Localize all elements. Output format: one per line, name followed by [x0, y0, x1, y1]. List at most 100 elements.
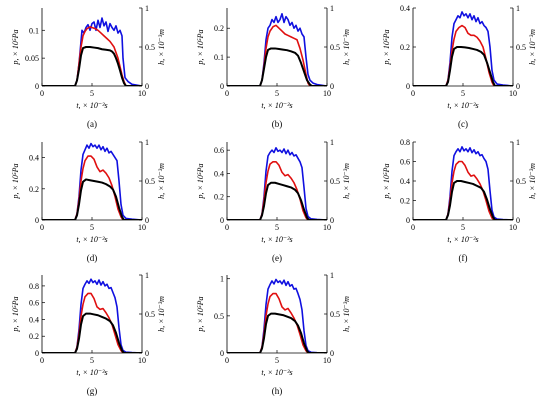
x-tick-label: 5: [275, 223, 279, 232]
y-tick-label: 0: [35, 216, 39, 225]
y2-tick-label: 1: [145, 138, 149, 147]
panel-label: (g): [87, 386, 98, 396]
series-group: [42, 278, 142, 353]
y2-tick-label: 0: [145, 216, 149, 225]
y2-tick-label: 0.5: [516, 177, 526, 186]
series-line-red: [227, 292, 327, 353]
y2-axis-label: h, × 10⁻³m: [157, 296, 166, 332]
series-line-blue: [227, 278, 327, 353]
panel-label: (f): [459, 253, 468, 263]
y-tick-label: 0.1: [29, 26, 39, 35]
y-tick-label: 0.6: [214, 146, 224, 155]
x-tick-label: 0: [411, 223, 415, 232]
x-tick-label: 0: [225, 356, 229, 365]
y2-tick-label: 0: [330, 82, 334, 91]
x-axis-label: t, × 10⁻³s: [447, 235, 478, 244]
y2-tick-label: 0.5: [330, 310, 340, 319]
y-tick-label: 0: [406, 82, 410, 91]
series-line-blue: [42, 142, 142, 220]
y-axis-label: p, × 10⁵Pa: [11, 29, 20, 65]
series-group: [42, 17, 142, 86]
series-line-blue: [227, 12, 327, 86]
y2-tick-label: 0: [330, 216, 334, 225]
y-tick-label: 0.05: [25, 54, 39, 63]
series-group: [227, 278, 327, 353]
series-line-black: [413, 180, 513, 220]
x-tick-label: 0: [40, 356, 44, 365]
series-line-red: [413, 160, 513, 220]
y2-tick-label: 0: [145, 82, 149, 91]
y2-axis-label: h, × 10⁻³m: [157, 163, 166, 199]
y-tick-label: 0.6: [400, 158, 410, 167]
y-tick-label: 0: [35, 349, 39, 358]
x-tick-label: 5: [461, 89, 465, 98]
x-tick-label: 0: [411, 89, 415, 98]
y2-axis-label: h, × 10⁻³m: [342, 29, 351, 65]
y-tick-label: 0: [35, 82, 39, 91]
y2-tick-label: 0.5: [145, 310, 155, 319]
y-axis-label: p, × 10⁵Pa: [11, 163, 20, 199]
x-tick-label: 10: [509, 223, 517, 232]
series-line-black: [42, 46, 142, 86]
y-tick-label: 0: [406, 216, 410, 225]
y2-tick-label: 1: [330, 271, 334, 280]
x-axis-label: t, × 10⁻³s: [447, 101, 478, 110]
y2-axis-label: h, × 10⁻³m: [157, 29, 166, 65]
y2-tick-label: 1: [330, 138, 334, 147]
y-tick-label: 0.2: [29, 185, 39, 194]
series-line-red: [413, 24, 513, 86]
y-tick-label: 0: [220, 349, 224, 358]
y-axis-label: p, × 10⁵Pa: [11, 296, 20, 332]
x-tick-label: 10: [138, 223, 146, 232]
panel-label: (b): [272, 119, 283, 129]
x-tick-label: 5: [275, 356, 279, 365]
series-line-blue: [413, 146, 513, 220]
x-tick-label: 0: [225, 89, 229, 98]
y-tick-label: 0.4: [214, 169, 224, 178]
series-line-black: [227, 181, 327, 220]
y-tick-label: 0: [220, 82, 224, 91]
series-group: [42, 142, 142, 220]
y2-axis-label: h, × 10⁻³m: [528, 163, 537, 199]
y2-tick-label: 0.5: [145, 43, 155, 52]
y2-tick-label: 1: [516, 138, 520, 147]
x-tick-label: 10: [323, 89, 331, 98]
x-tick-label: 5: [461, 223, 465, 232]
y-axis-label: p, × 10⁵Pa: [196, 163, 205, 199]
series-line-red: [42, 155, 142, 220]
y2-tick-label: 0: [516, 216, 520, 225]
x-axis-label: t, × 10⁻³s: [261, 101, 292, 110]
x-tick-label: 10: [323, 356, 331, 365]
y2-axis-label: h, × 10⁻³m: [342, 296, 351, 332]
x-axis-label: t, × 10⁻³s: [261, 235, 292, 244]
series-line-red: [227, 160, 327, 220]
panel-label: (c): [458, 119, 468, 129]
y2-tick-label: 0: [145, 349, 149, 358]
x-tick-label: 5: [90, 89, 94, 98]
series-line-blue: [42, 278, 142, 353]
y-tick-label: 0.4: [29, 154, 39, 163]
y2-tick-label: 0.5: [516, 43, 526, 52]
y-tick-label: 0.8: [29, 282, 39, 291]
x-axis-label: t, × 10⁻³s: [76, 101, 107, 110]
y-tick-label: 0.8: [400, 138, 410, 147]
x-tick-label: 0: [225, 223, 229, 232]
x-tick-label: 5: [90, 356, 94, 365]
y-tick-label: 0.2: [400, 197, 410, 206]
y-tick-label: 0.4: [29, 315, 39, 324]
y-axis-label: p, × 10⁵Pa: [196, 29, 205, 65]
y-tick-label: 0.2: [400, 43, 410, 52]
series-line-blue: [413, 11, 513, 86]
panel-label: (a): [87, 119, 97, 129]
x-tick-label: 5: [90, 223, 94, 232]
y-axis-label: p, × 10⁵Pa: [382, 29, 391, 65]
series-group: [413, 146, 513, 220]
y-tick-label: 0.2: [29, 332, 39, 341]
y2-axis-label: h, × 10⁻³m: [528, 29, 537, 65]
